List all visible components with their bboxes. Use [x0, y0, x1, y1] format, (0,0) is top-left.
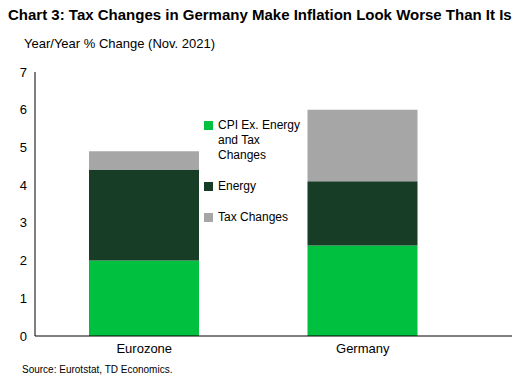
- svg-text:7: 7: [20, 65, 27, 80]
- svg-text:5: 5: [20, 140, 27, 155]
- svg-text:Eurozone: Eurozone: [116, 341, 172, 356]
- svg-text:0: 0: [20, 329, 27, 344]
- html-text:Chart 3: Tax Changes in German: Chart 3: Tax Changes in Germany Make Inf…: [8, 6, 512, 23]
- svg-text:4: 4: [20, 178, 27, 193]
- svg-text:1: 1: [20, 291, 27, 306]
- html-text:CPI Ex. Energy and Tax Changes: CPI Ex. Energy and Tax Changes: [218, 118, 300, 162]
- html-text:Energy: Energy: [218, 179, 256, 193]
- svg-text:2: 2: [20, 253, 27, 268]
- svg-text:Germany: Germany: [336, 341, 390, 356]
- svg-text:6: 6: [20, 102, 27, 117]
- html-text:Tax Changes: Tax Changes: [218, 210, 288, 224]
- html-text:Source: Eurotstat, TD Economic: Source: Eurotstat, TD Economics.: [22, 364, 173, 375]
- svg-text:3: 3: [20, 215, 27, 230]
- html-text:Year/Year % Change (Nov. 2021): Year/Year % Change (Nov. 2021): [24, 36, 215, 51]
